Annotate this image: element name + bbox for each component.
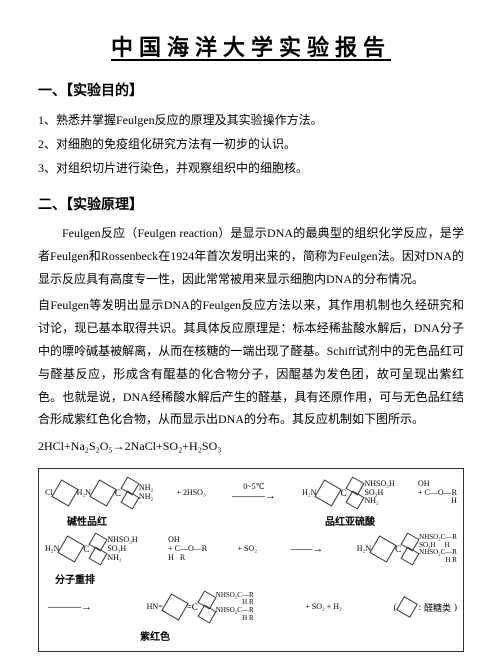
ring-stack [91,535,105,563]
reaction-row-1: Cl H₂N C NH₂ NH₂ + 2HSO₃ 0~5℃ ———→ [45,479,457,507]
benzene-ring-icon [51,479,78,506]
nh2-stack [123,479,137,507]
plus-cor: OH + C—O—R H [418,480,457,506]
ring-stack [348,479,362,507]
fuchsin-label: 碱性品红 [67,513,107,528]
arrow-icon: ———→ [45,601,95,613]
document-page: 中国海洋大学实验报告 一、【实验目的】 1、熟悉并掌握Feulgen反应的原理及… [0,0,502,672]
reaction-row-3: ———→ HN= =C NHSO₂C—R H R NHSO₂C—R H R + … [45,592,457,623]
principle-para-1: Feulgen反应（Feulgen reaction）是显示DNA的最典型的组织… [38,222,464,290]
reaction-row-2: H₂N C NHSO₃H SO₃H NH₂ OH + C—O—R H R + S… [45,534,457,565]
section1-header: 一、【实验目的】 [38,80,464,100]
report-title: 中国海洋大学实验报告 [38,30,464,62]
molecule-purple: HN= =C NHSO₂C—R H R NHSO₂C—R H R [147,592,254,623]
nh2-labels: NH₂ NH₂ [139,484,153,502]
ring-stack [200,593,214,621]
principle-para-2: 自Feulgen等发明出显示DNA的Feulgen反应方法以来，其作用机制也久经… [38,294,464,431]
benzene-ring-icon [315,479,342,506]
white-fuchsin-label: 品红亚硫酸 [325,513,375,528]
ring-stack [403,535,417,563]
molecule-2a: H₂N C NHSO₃H SO₃H NH₂ [45,535,138,563]
arrow-icon: ——→ [287,543,326,555]
row3-label: 分子重排 [45,569,457,588]
plus-so2: + SO₂ [237,545,257,554]
mol-rebuild-label: 分子重排 [55,571,95,586]
molecule-fuchsin: Cl H₂N C NH₂ NH₂ [45,479,153,507]
nhso3h-stack: NHSO₃H SO₃H NH₂ [364,480,394,506]
benzene-ring-icon [58,536,85,563]
benzene-ring-icon [89,547,108,566]
complex-grp: NHSO₂C—R H R NHSO₂C—R H R [216,592,254,623]
benzene-ring-icon [369,536,396,563]
legend-aldehyde: ( : 醛糖类 ) [393,599,457,615]
row1-labels: 碱性品红 品红亚硫酸 [45,511,457,530]
benzene-ring-icon [401,547,420,566]
grp-labels: NHSO₃H SO₃H NH₂ [107,536,137,562]
molecule-2b: H₂N C NHSO₂C—R SO₃H H NHSO₂C—R H R [357,534,457,565]
benzene-ring-icon [197,605,216,624]
benzene-ring-icon [120,490,139,509]
objective-item-1: 1、熟悉并掌握Feulgen反应的原理及其实验操作方法。 [38,108,464,132]
purple-label: 紫红色 [140,628,170,643]
benzene-ring-icon [161,593,188,620]
molecule-intermediate-1: H₂N C NHSO₃H SO₃H NH₂ [302,479,395,507]
plus-so2-h2: + SO₂ + H₂ [305,603,342,612]
arrow-icon: 0~5℃ ———→ [229,483,279,502]
objective-item-3: 3、对组织切片进行染色，并观察组织中的细胞核。 [38,156,464,180]
benzene-ring-icon [89,479,116,506]
chemical-formula: 2HCl+Na₂S₂O₅→2NaCl+SO₂+H₂SO₃ [38,435,464,458]
reaction-diagram: Cl H₂N C NH₂ NH₂ + 2HSO₃ 0~5℃ ———→ [38,468,464,653]
benzene-ring-icon [397,596,419,618]
benzene-ring-icon [346,490,365,509]
objective-item-2: 2、对细胞的免疫组化研究方法有一初步的认识。 [38,132,464,156]
complex-grp: NHSO₂C—R SO₃H H NHSO₂C—R H R [419,534,457,565]
plus-2hso3: + 2HSO₃ [176,489,205,498]
cor-group: OH + C—O—R H R [168,536,207,562]
row-purple-label: 紫红色 [45,626,457,645]
aldehyde-label: 醛糖类 [424,601,451,614]
section2-header: 二、【实验原理】 [38,194,464,214]
